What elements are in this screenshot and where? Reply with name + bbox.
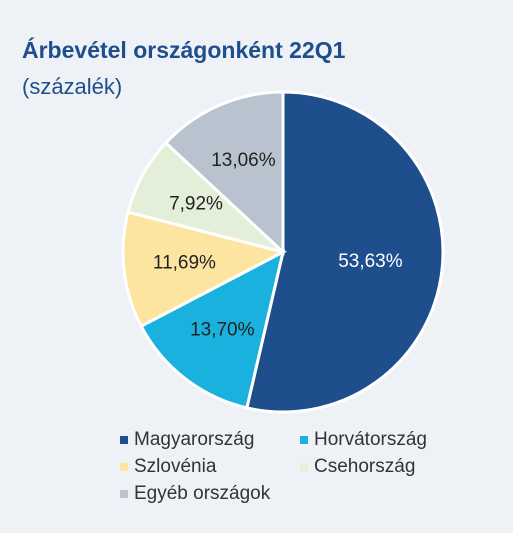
legend-marker	[120, 436, 128, 444]
chart-title: Árbevétel országonként 22Q1	[22, 36, 346, 63]
pie-slice	[245, 90, 445, 414]
chart-subtitle: (százalék)	[22, 74, 122, 99]
legend-label: Szlovénia	[134, 456, 217, 477]
legend-label: Magyarország	[134, 429, 254, 450]
data-label: 13,70%	[190, 319, 255, 340]
pie-slice	[121, 210, 288, 329]
legend-marker	[300, 436, 308, 444]
data-label: 7,92%	[169, 193, 223, 214]
legend-marker	[300, 463, 308, 471]
pie-slice	[163, 90, 285, 256]
legend-label: Horvátország	[314, 429, 427, 450]
legend-label: Csehország	[314, 456, 415, 477]
legend-label: Egyéb országok	[134, 483, 271, 504]
legend-marker	[120, 490, 128, 498]
data-label: 13,06%	[211, 150, 276, 171]
pie-slice	[139, 249, 286, 410]
data-label: 53,63%	[338, 251, 403, 272]
data-label: 11,69%	[153, 252, 216, 273]
legend-marker	[120, 463, 128, 471]
